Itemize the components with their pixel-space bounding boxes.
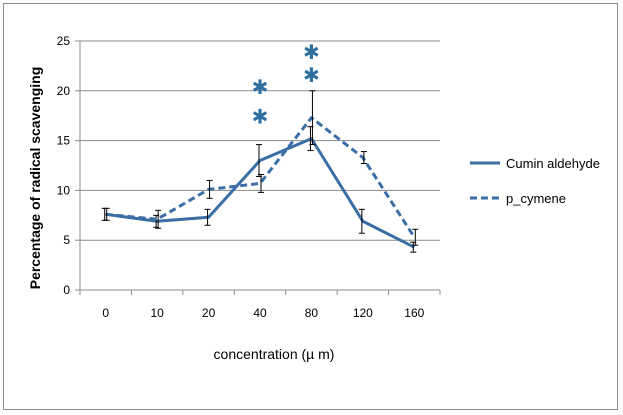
y-tick-10: 10: [57, 183, 71, 197]
error-bar-p-cymene-20: [206, 179, 213, 199]
error-bar-p-cymene-0: [103, 207, 110, 221]
series-cumin-aldehyde: [101, 126, 417, 253]
error-bar-p-cymene-40: [258, 173, 264, 193]
significance-star-80-3: ✱: [303, 63, 320, 87]
y-axis-title: Percentage of radical scavenging: [27, 67, 43, 290]
error-bar-cumin-aldehyde-120: [358, 208, 365, 234]
axes: [75, 40, 441, 295]
chart-frame: [3, 3, 618, 410]
x-tick-20: 20: [202, 306, 216, 320]
legend-label-cumin-aldehyde: Cumin aldehyde: [506, 156, 600, 171]
series-line-p-cymene: [105, 116, 416, 239]
x-tick-40: 40: [253, 306, 267, 320]
legend-label-p-cymene: p_cymene: [506, 191, 566, 206]
x-tick-160: 160: [404, 306, 424, 320]
y-tick-5: 5: [63, 233, 70, 247]
y-tick-labels: 0 5 10 15 20 25: [57, 34, 71, 297]
series-group: [101, 90, 419, 253]
x-tick-10: 10: [150, 306, 164, 320]
error-bar-p-cymene-80: [309, 90, 316, 146]
series-line-cumin-aldehyde: [105, 137, 415, 249]
significance-star-40-0: ✱: [252, 75, 269, 99]
x-tick-120: 120: [353, 306, 373, 320]
significance-markers: ✱✱✱✱: [252, 40, 320, 129]
y-tick-20: 20: [57, 84, 71, 98]
x-tick-labels: 0 10 20 40 80 120 160: [102, 306, 424, 320]
gridlines: [80, 40, 440, 241]
x-axis-title: concentration (µ m): [214, 346, 335, 362]
x-tick-0: 0: [102, 306, 109, 320]
legend: Cumin aldehyde p_cymene: [470, 156, 600, 206]
significance-star-80-2: ✱: [303, 40, 320, 64]
y-tick-0: 0: [63, 283, 70, 297]
significance-star-40-1: ✱: [252, 105, 269, 129]
y-tick-25: 25: [57, 34, 71, 48]
error-bar-p-cymene-120: [360, 151, 367, 165]
y-tick-15: 15: [57, 134, 71, 148]
error-bar-cumin-aldehyde-20: [204, 208, 211, 226]
error-bar-p-cymene-160: [412, 228, 419, 246]
series-p-cymene: [103, 90, 419, 246]
x-tick-80: 80: [305, 306, 319, 320]
error-bar-p-cymene-10: [155, 209, 162, 229]
